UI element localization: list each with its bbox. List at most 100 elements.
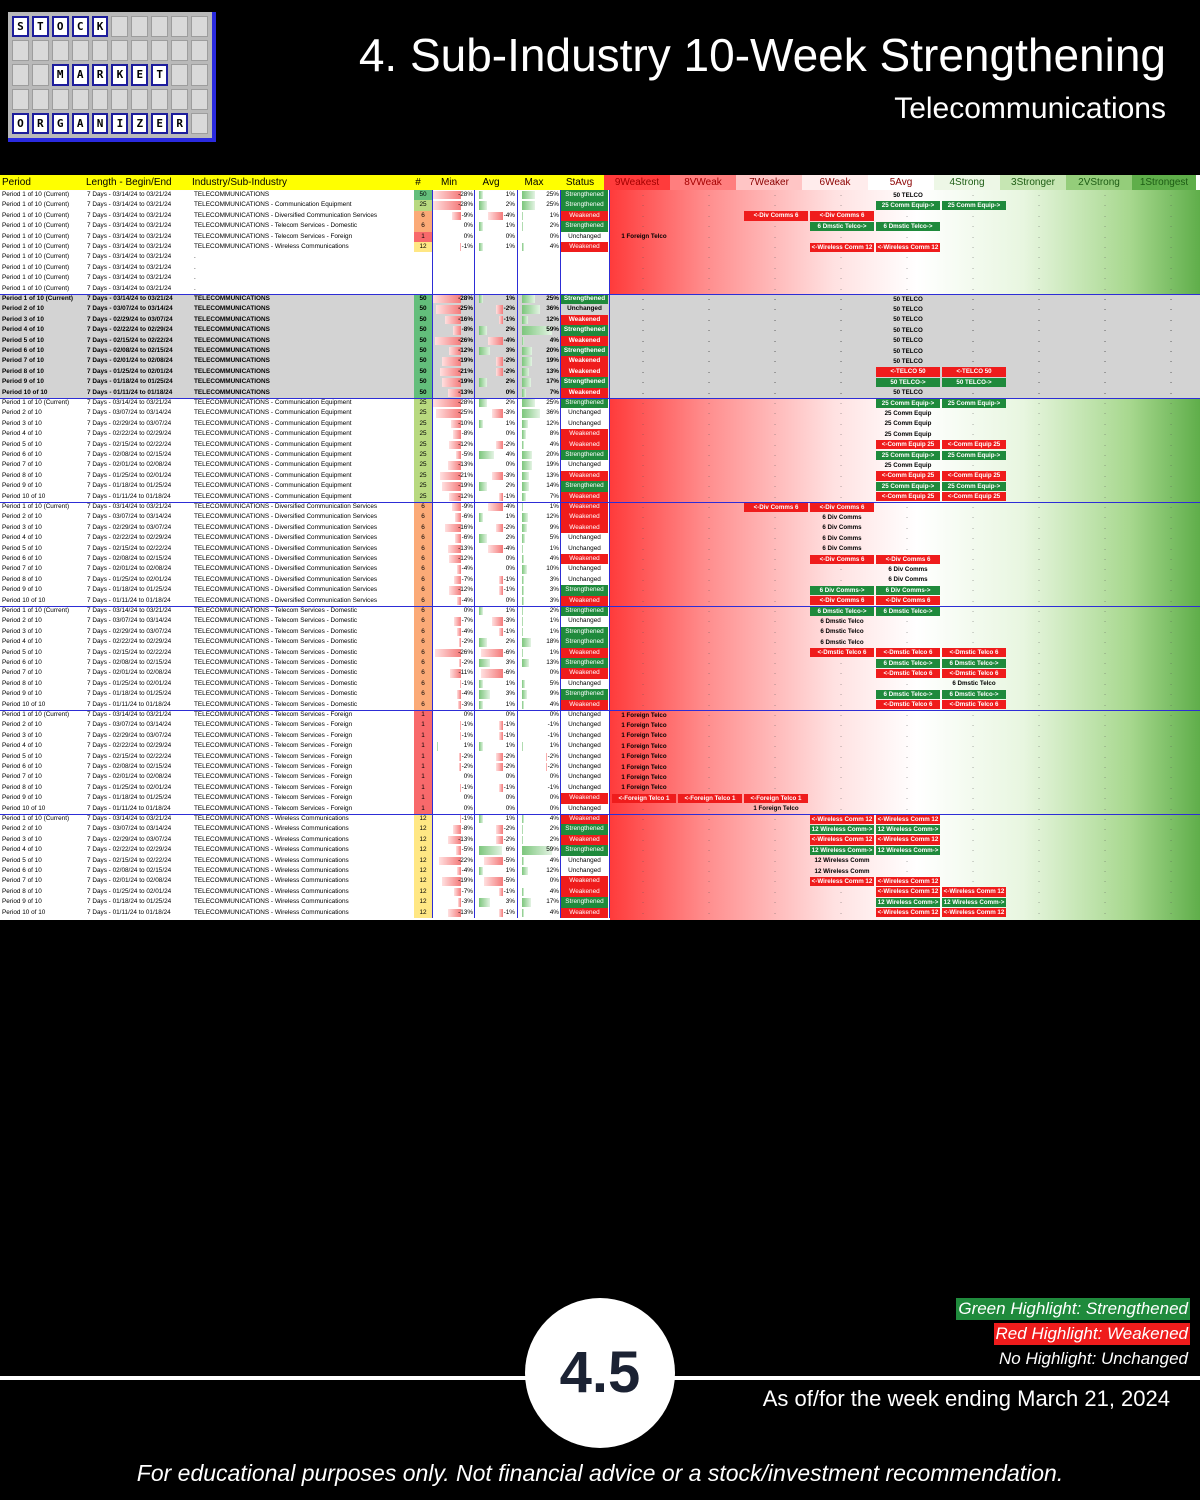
empty-marker: . [642, 617, 644, 625]
data-bar [479, 326, 487, 335]
cell-status: Weakened [561, 554, 608, 565]
data-bar [522, 243, 524, 252]
empty-marker: . [1170, 752, 1172, 760]
data-bar [433, 295, 461, 304]
data-bar [499, 731, 503, 741]
empty-marker: . [708, 388, 710, 396]
cell-max: 4% [518, 856, 559, 866]
data-bar [458, 700, 461, 709]
cell-min: 0% [463, 711, 473, 718]
table-row: Period 3 of 10 7 Days - 02/29/24 to 03/07… [0, 626, 1200, 638]
data-bar [479, 638, 487, 647]
empty-marker: . [1104, 378, 1106, 386]
empty-marker: . [1038, 253, 1040, 261]
cell-max: 17% [518, 377, 559, 387]
empty-marker: . [774, 534, 776, 542]
empty-marker: . [840, 388, 842, 396]
cell-length: 7 Days - 03/14/24 to 03/21/24 [87, 222, 172, 230]
data-bar [522, 523, 527, 533]
data-bar [522, 305, 540, 314]
cell-period: Period 7 of 10 [2, 461, 42, 469]
cell-period: Period 9 of 10 [2, 898, 42, 906]
cell-min: -3% [433, 700, 473, 710]
empty-marker: . [906, 347, 908, 354]
table-row: Period 1 of 10 (Current) 7 Days - 03/14/2… [0, 210, 1200, 222]
empty-marker: . [840, 679, 842, 687]
cell-count: 25 [414, 408, 432, 419]
empty-marker: . [708, 742, 710, 750]
empty-marker: . [642, 305, 644, 313]
empty-marker: . [774, 482, 776, 490]
empty-marker: . [642, 399, 644, 406]
table-row: Period 8 of 10 7 Days - 01/25/24 to 02/01… [0, 678, 1200, 690]
empty-marker: . [708, 399, 710, 406]
strength-marker: <-Div Comms 6 [876, 554, 940, 564]
empty-marker: . [642, 295, 644, 302]
cell-avg: 1% [475, 190, 515, 200]
cell-avg: 1% [475, 866, 515, 876]
strength-marker: <-Div Comms 6 [876, 596, 940, 606]
strength-marker: 6 Dmstic Telco [820, 638, 864, 646]
strength-marker: 6 Dmstic Telco-> [942, 689, 1006, 700]
empty-marker: . [708, 773, 710, 781]
cell-length: 7 Days - 02/08/24 to 02/15/24 [87, 555, 172, 562]
strength-marker: 6 Div Comms [822, 524, 862, 532]
cell-period: Period 8 of 10 [2, 679, 42, 687]
cell-avg: 3% [475, 658, 515, 668]
empty-marker: . [1170, 253, 1172, 261]
cell-period: Period 1 of 10 (Current) [2, 253, 70, 261]
cell-count: 12 [414, 866, 432, 877]
cell-count: 1 [414, 231, 432, 242]
section-divider [0, 605, 1200, 607]
section-divider [0, 813, 1200, 815]
cell-status: Strengthened [561, 897, 608, 908]
empty-marker: . [1038, 700, 1040, 708]
empty-marker: . [774, 367, 776, 375]
empty-marker: . [840, 669, 842, 677]
table-row: Period 4 of 10 7 Days - 02/22/24 to 02/29… [0, 429, 1200, 440]
empty-marker: . [642, 409, 644, 417]
cell-period: Period 4 of 10 [2, 430, 42, 438]
cell-status: Unchanged [568, 461, 601, 469]
empty-marker: . [1170, 804, 1172, 812]
empty-marker: . [642, 804, 644, 812]
divider-right [660, 1376, 1200, 1380]
cell-period: Period 2 of 10 [2, 409, 42, 417]
cell-period: Period 3 of 10 [2, 835, 42, 843]
table-row: Period 1 of 10 (Current) 7 Days - 03/14/2… [0, 200, 1200, 211]
cell-count: 25 [414, 418, 432, 430]
empty-marker: . [1170, 877, 1172, 885]
logo-letter: A [71, 64, 89, 86]
data-bar [522, 815, 524, 824]
cell-length: 7 Days - 03/14/24 to 03/21/24 [87, 295, 173, 302]
cell-industry: TELECOMMUNICATIONS - Communication Equip… [194, 430, 352, 438]
empty-marker: . [906, 357, 908, 365]
strength-marker: 50 TELCO [893, 357, 923, 365]
empty-marker: . [972, 627, 974, 635]
cell-count: 1 [414, 782, 432, 794]
empty-marker: . [906, 804, 908, 812]
cell-max: 36% [518, 408, 559, 418]
cell-avg: 2% [475, 200, 515, 210]
empty-marker: . [906, 191, 908, 198]
data-bar [479, 378, 487, 387]
empty-marker: . [1038, 617, 1040, 625]
cell-status: Weakened [561, 907, 608, 918]
cell-min: -22% [433, 856, 473, 866]
empty-marker: . [1038, 305, 1040, 313]
cell-status: Weakened [561, 886, 608, 898]
empty-marker: . [708, 898, 710, 906]
strength-marker: <-Comm Equip 25 [876, 471, 940, 481]
empty-marker: . [774, 305, 776, 313]
cell-status: Unchanged [568, 232, 601, 240]
cell-count: 6 [414, 574, 432, 586]
empty-marker: . [708, 867, 710, 874]
cell-avg: 0% [505, 804, 515, 812]
data-bar [453, 326, 461, 335]
empty-marker: . [642, 586, 644, 594]
strength-marker: <-Div Comms 6 [810, 554, 874, 564]
table-row: Period 10 of 10 7 Days - 01/11/24 to 01/1… [0, 907, 1200, 918]
empty-marker: . [906, 461, 908, 469]
logo-letter [12, 88, 29, 110]
empty-marker: . [972, 596, 974, 604]
